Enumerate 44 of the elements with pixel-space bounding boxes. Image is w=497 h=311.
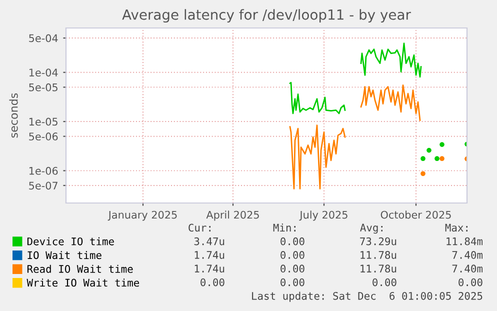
x-tick-label: July 2025	[299, 210, 348, 221]
point	[434, 156, 440, 162]
text: 1.74u	[194, 264, 224, 273]
text: 0.00	[280, 237, 304, 246]
point	[420, 171, 426, 176]
x-tick-label: October 2025	[380, 210, 451, 219]
legend-label: Write IO Wait time	[26, 278, 140, 287]
legend-label: Device IO time	[27, 237, 114, 246]
text: Max:	[445, 224, 468, 232]
legend-label: Read IO Wait time	[27, 264, 133, 273]
x-tick-label: April 2025	[206, 210, 259, 221]
point	[440, 156, 444, 162]
text: 0.00	[458, 278, 482, 286]
legend-label: IO Wait time	[28, 251, 102, 260]
point	[426, 148, 432, 153]
text: 11.78u	[360, 251, 396, 259]
y-tick-label: 1e-05	[29, 118, 58, 126]
text: Last update: Sat Dec 6 01:00:05 2025	[252, 292, 482, 302]
text: Avg:	[360, 224, 382, 234]
text: Cur:	[188, 224, 210, 232]
text: 11.78u	[360, 264, 396, 273]
point	[420, 156, 426, 162]
text: 0.00	[280, 264, 304, 273]
y-tick-label: 1e-04	[29, 68, 58, 76]
text: 0.00	[280, 278, 304, 286]
text: 1.74u	[194, 251, 224, 259]
text: 0.00	[280, 251, 304, 259]
text: 7.40m	[452, 251, 483, 259]
text: Min:	[273, 224, 296, 232]
chart-title: Average latency for /dev/loop11 - by year	[122, 9, 411, 23]
text: 0.00	[372, 278, 396, 286]
text: 11.84m	[446, 237, 483, 246]
text: 0.00	[200, 278, 224, 286]
text: 7.40m	[452, 264, 483, 273]
point	[440, 142, 444, 147]
y-tick-label: 1e-06	[29, 166, 58, 175]
y-tick-label: 5e-06	[29, 132, 58, 140]
text: 73.29u	[360, 237, 396, 246]
text: 3.47u	[194, 237, 224, 246]
y-tick-label: 5e-04	[29, 34, 58, 42]
y-tick-label: 5e-05	[29, 83, 58, 92]
y-tick-label: 5e-07	[29, 182, 58, 190]
y-axis-title: seconds	[9, 93, 18, 138]
x-tick-label: January 2025	[108, 210, 177, 221]
